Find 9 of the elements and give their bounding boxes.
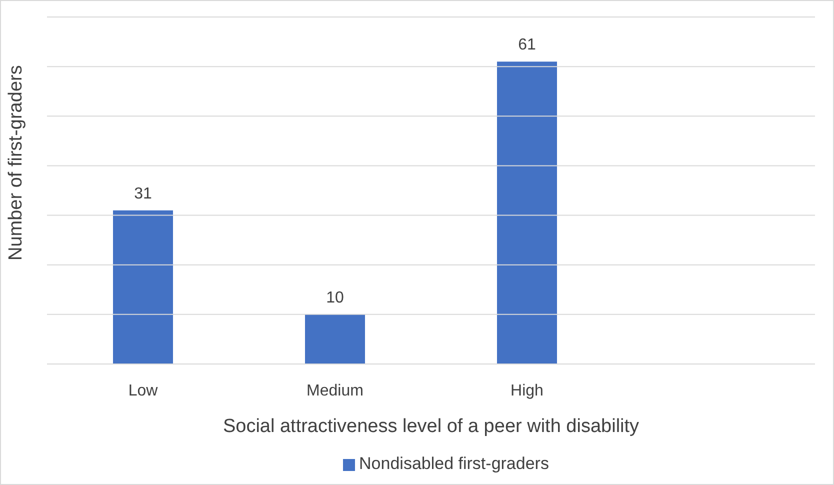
- data-label: 10: [326, 289, 344, 306]
- x-axis-title: Social attractiveness level of a peer with disability: [222, 416, 640, 437]
- x-tick-label: Medium: [306, 382, 364, 400]
- legend-label: Nondisabled first-graders: [359, 454, 549, 473]
- x-tick-label: Low: [128, 382, 158, 400]
- y-axis-title: Number of first-graders: [6, 65, 27, 260]
- x-tick-label: High: [510, 382, 544, 400]
- data-label: 31: [134, 185, 152, 202]
- data-label: 61: [518, 36, 536, 54]
